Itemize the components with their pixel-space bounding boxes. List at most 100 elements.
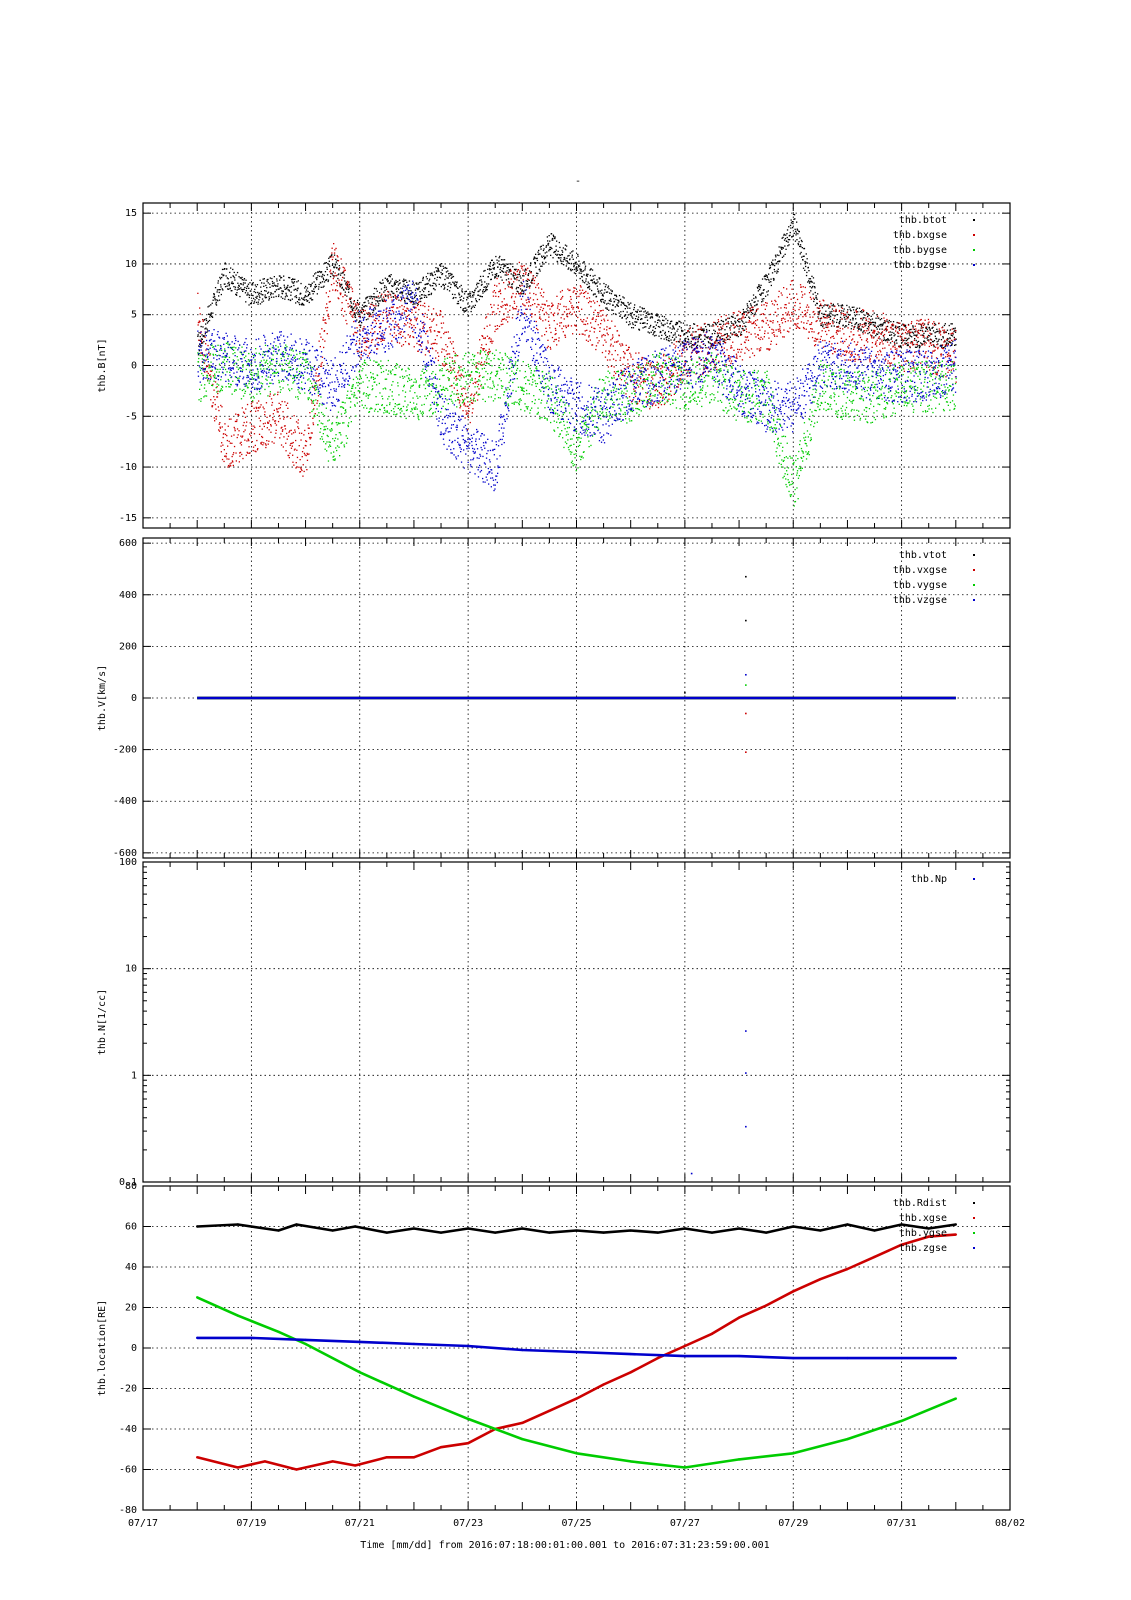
data-point	[903, 339, 905, 341]
data-point	[271, 280, 274, 283]
data-point	[278, 288, 280, 290]
data-point	[209, 316, 211, 318]
data-point	[709, 342, 711, 344]
data-point	[303, 434, 305, 436]
data-point	[245, 279, 247, 281]
data-point	[507, 311, 509, 313]
data-point	[841, 310, 843, 312]
data-point	[462, 387, 464, 389]
data-point	[270, 425, 272, 427]
data-point	[296, 466, 298, 468]
data-point	[509, 263, 511, 265]
data-point	[589, 288, 591, 290]
data-point	[571, 313, 573, 315]
data-point	[379, 282, 382, 284]
data-point	[336, 274, 338, 277]
data-point	[768, 326, 771, 328]
data-point	[937, 340, 940, 342]
data-point	[280, 277, 282, 279]
data-point	[276, 408, 278, 410]
data-point	[212, 312, 214, 314]
data-point	[681, 330, 683, 333]
data-point	[282, 411, 284, 413]
data-point	[274, 436, 276, 439]
data-point	[805, 306, 808, 308]
data-point	[809, 286, 811, 288]
data-point	[490, 338, 492, 340]
data-point	[347, 282, 349, 284]
data-point	[668, 335, 671, 337]
data-point	[859, 323, 861, 325]
data-point	[466, 405, 468, 408]
data-point	[516, 277, 518, 279]
data-point	[375, 322, 377, 325]
data-point	[341, 286, 343, 288]
data-point	[243, 278, 246, 280]
data-point	[840, 355, 842, 357]
data-point	[905, 329, 908, 331]
data-point	[673, 328, 675, 330]
data-point	[214, 420, 216, 422]
data-point	[805, 313, 807, 315]
data-point	[865, 319, 867, 322]
data-point	[861, 339, 863, 341]
data-point	[745, 326, 747, 328]
data-point	[439, 310, 442, 312]
data-point	[819, 300, 821, 303]
data-point	[895, 330, 897, 332]
data-point	[294, 429, 296, 431]
data-point	[625, 314, 627, 316]
data-point	[811, 328, 813, 330]
data-point	[364, 305, 367, 307]
data-point	[568, 267, 570, 269]
data-point	[900, 354, 902, 357]
data-point	[841, 307, 843, 309]
data-point	[325, 307, 327, 309]
data-point	[526, 285, 528, 287]
data-point	[929, 335, 931, 337]
data-point	[738, 318, 741, 320]
data-point	[500, 259, 503, 261]
data-point	[387, 294, 389, 296]
data-point	[289, 430, 291, 432]
data-point	[721, 338, 724, 340]
data-point	[556, 295, 558, 297]
data-point	[244, 416, 247, 418]
data-point	[218, 409, 220, 412]
data-point	[566, 257, 568, 259]
data-point	[584, 267, 586, 269]
data-point	[781, 294, 783, 296]
data-point	[382, 300, 385, 302]
data-point	[646, 316, 648, 318]
data-point	[603, 302, 606, 304]
data-point	[603, 282, 605, 285]
data-point	[231, 290, 233, 292]
data-point	[482, 349, 484, 351]
data-point	[699, 335, 701, 337]
data-point	[256, 295, 258, 297]
data-point	[390, 296, 392, 298]
data-point	[696, 325, 699, 327]
data-point	[842, 304, 844, 307]
data-point	[446, 353, 448, 356]
data-point	[564, 258, 566, 260]
data-point	[281, 293, 284, 295]
data-point	[370, 296, 373, 298]
data-point	[457, 300, 459, 303]
data-point	[535, 327, 538, 330]
data-point	[330, 272, 332, 274]
data-point	[796, 229, 799, 231]
data-point	[242, 290, 244, 292]
data-point	[344, 294, 346, 296]
data-point	[260, 293, 262, 295]
data-point	[627, 301, 629, 304]
data-point	[515, 293, 517, 295]
data-point	[727, 338, 729, 340]
data-point	[404, 341, 407, 343]
data-point	[219, 422, 221, 424]
data-point	[848, 359, 850, 361]
data-point	[575, 329, 578, 331]
data-point	[662, 397, 664, 399]
data-point	[296, 301, 299, 303]
data-point	[466, 296, 469, 299]
